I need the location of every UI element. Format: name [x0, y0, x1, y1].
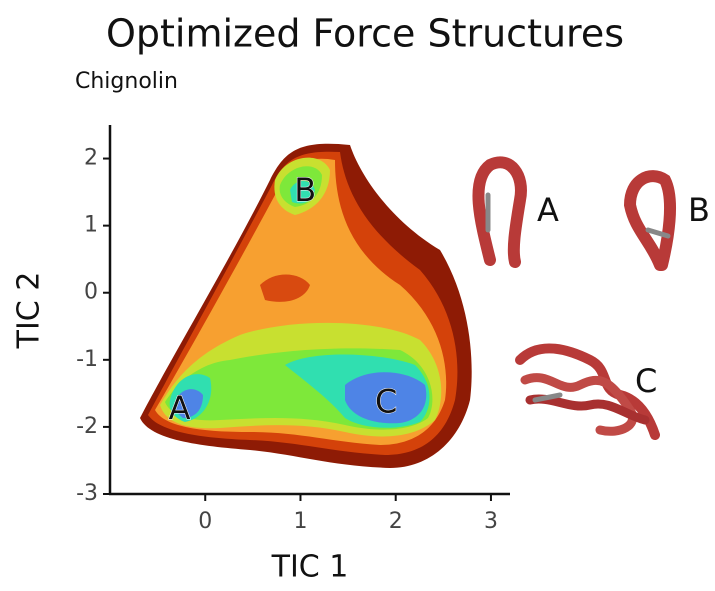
structure-image: [472, 156, 527, 268]
y-tick-label: 2: [84, 146, 98, 171]
x-axis-label: TIC 1: [271, 550, 349, 585]
structure-image: [645, 227, 671, 239]
structure-image: [623, 170, 676, 271]
density-level: [260, 274, 310, 302]
region-label: A: [169, 389, 191, 427]
structure-image: [532, 392, 563, 403]
y-tick-label: 0: [84, 280, 98, 305]
density-level: [290, 181, 315, 204]
region-label: C: [375, 382, 397, 420]
y-tick-label: -1: [76, 347, 98, 372]
structure-label: A: [537, 191, 559, 229]
region-label: B: [294, 171, 316, 209]
x-tick-label: 3: [484, 509, 498, 534]
y-tick-label: -3: [76, 481, 98, 506]
density: [140, 143, 472, 469]
structure-label: B: [688, 191, 710, 229]
density-level: [345, 372, 427, 424]
density-level: [174, 389, 203, 418]
chart-subtitle: Chignolin: [75, 69, 178, 94]
structure-image: [520, 373, 637, 436]
y-tick-label: -2: [76, 414, 98, 439]
x-tick-label: 0: [198, 509, 212, 534]
chart-title: Optimized Force Structures: [106, 12, 624, 56]
y-axis-label: TIC 2: [12, 272, 47, 350]
structures: [472, 156, 676, 440]
structure-label: C: [635, 362, 657, 400]
x-tick-label: 2: [389, 509, 403, 534]
y-tick-label: 1: [84, 213, 98, 238]
structure-image: [515, 343, 660, 440]
x-tick-label: 1: [293, 509, 307, 534]
